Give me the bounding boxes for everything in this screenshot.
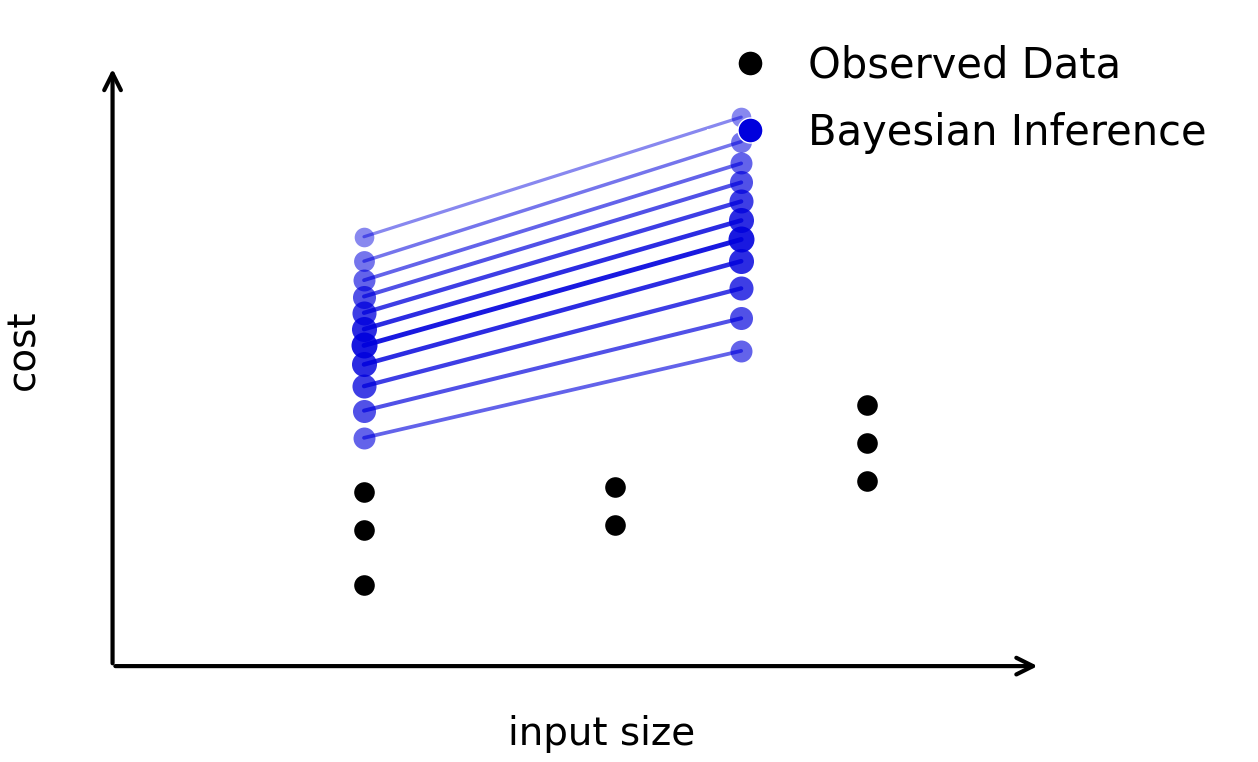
Text: input size: input size (508, 715, 696, 753)
Point (731, 157, 751, 169)
Point (353, 358, 374, 370)
Point (731, 312, 751, 325)
Point (731, 111, 751, 123)
Legend: Observed Data, Bayesian Inference: Observed Data, Bayesian Inference (692, 28, 1223, 171)
Point (353, 290, 374, 303)
Point (731, 176, 751, 188)
Point (605, 481, 625, 493)
Point (731, 233, 751, 245)
Point (353, 486, 374, 498)
Point (731, 195, 751, 207)
Point (353, 380, 374, 392)
Point (731, 136, 751, 148)
Point (857, 475, 877, 488)
Point (353, 578, 374, 591)
Point (353, 274, 374, 287)
Point (353, 524, 374, 536)
Point (731, 255, 751, 267)
Point (353, 323, 374, 335)
Point (731, 214, 751, 226)
Point (605, 519, 625, 531)
Point (353, 432, 374, 444)
Point (731, 344, 751, 357)
Point (353, 405, 374, 417)
Point (857, 437, 877, 450)
Point (731, 282, 751, 294)
Point (857, 399, 877, 411)
Point (353, 307, 374, 319)
Text: cost: cost (4, 309, 43, 390)
Point (353, 231, 374, 243)
Point (353, 255, 374, 267)
Point (353, 339, 374, 351)
